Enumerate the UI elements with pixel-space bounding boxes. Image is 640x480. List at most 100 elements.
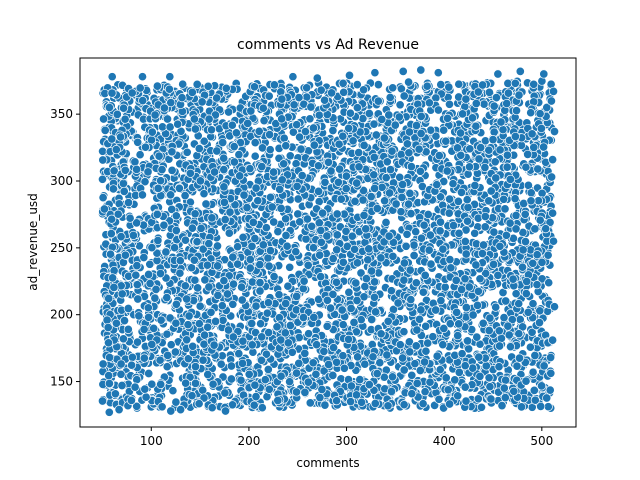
- data-point: [355, 375, 365, 385]
- data-point: [358, 195, 368, 205]
- data-point: [157, 402, 167, 412]
- data-point: [477, 248, 487, 259]
- data-point: [419, 220, 429, 230]
- data-point: [220, 215, 230, 225]
- data-point: [316, 272, 326, 282]
- data-point: [401, 241, 411, 251]
- data-point: [529, 142, 539, 152]
- data-point: [499, 383, 509, 393]
- data-point: [195, 301, 205, 311]
- data-point: [190, 124, 200, 134]
- data-point: [399, 91, 409, 101]
- data-point: [494, 362, 504, 372]
- data-point: [407, 370, 417, 380]
- data-point: [216, 359, 226, 369]
- data-point: [445, 194, 455, 204]
- data-point: [281, 141, 291, 151]
- data-point: [139, 353, 149, 363]
- data-point: [334, 139, 344, 149]
- data-point: [380, 196, 390, 206]
- data-point: [372, 203, 382, 214]
- data-point: [434, 151, 444, 161]
- data-point: [484, 196, 494, 206]
- data-point: [287, 347, 297, 357]
- data-point: [97, 396, 108, 406]
- data-point: [317, 384, 327, 395]
- data-point: [103, 338, 114, 348]
- data-point: [132, 164, 142, 174]
- data-point: [435, 365, 445, 375]
- data-point: [226, 361, 236, 371]
- data-point: [463, 336, 473, 346]
- data-point: [383, 316, 393, 326]
- data-point: [441, 373, 451, 383]
- data-point: [289, 100, 299, 110]
- data-point: [159, 103, 169, 113]
- data-point: [460, 236, 470, 247]
- data-point: [251, 183, 261, 193]
- data-point: [464, 162, 475, 172]
- data-point: [448, 179, 458, 189]
- data-point: [307, 221, 317, 231]
- data-point: [219, 165, 229, 175]
- data-point: [329, 343, 339, 353]
- data-point: [345, 108, 355, 118]
- data-point: [367, 266, 377, 276]
- data-point: [421, 346, 431, 356]
- data-point: [521, 289, 531, 299]
- data-point: [264, 384, 274, 394]
- data-point: [220, 388, 230, 398]
- data-point: [134, 311, 144, 321]
- data-point: [453, 196, 463, 206]
- data-point: [323, 157, 334, 167]
- data-point: [495, 241, 505, 251]
- data-point: [448, 220, 459, 231]
- data-point: [463, 169, 473, 179]
- data-point: [123, 324, 133, 334]
- data-point: [255, 278, 265, 288]
- data-point: [133, 294, 143, 304]
- data-point: [167, 165, 177, 175]
- data-point: [302, 83, 312, 93]
- data-point: [471, 260, 481, 270]
- data-point: [285, 262, 295, 272]
- data-point: [123, 198, 134, 208]
- data-point: [305, 114, 315, 124]
- data-point: [202, 260, 212, 270]
- data-point: [120, 250, 130, 260]
- data-point: [218, 137, 228, 148]
- data-point: [273, 227, 283, 237]
- data-point: [398, 179, 408, 190]
- data-point: [269, 217, 279, 227]
- data-point: [222, 289, 233, 299]
- data-point: [505, 218, 515, 228]
- data-point: [415, 365, 425, 376]
- data-point: [126, 395, 136, 405]
- data-point: [457, 349, 467, 359]
- data-point: [234, 349, 244, 359]
- data-point: [282, 241, 292, 251]
- data-point: [484, 87, 494, 97]
- data-point: [520, 237, 531, 247]
- data-point: [203, 369, 213, 380]
- data-point: [395, 340, 405, 350]
- data-point: [213, 290, 223, 300]
- data-point: [316, 85, 326, 95]
- data-point: [212, 241, 223, 251]
- data-point: [383, 401, 393, 411]
- data-point: [352, 258, 362, 268]
- data-point: [251, 392, 261, 402]
- data-point: [480, 222, 490, 232]
- data-point: [405, 265, 415, 275]
- data-point: [98, 193, 108, 203]
- data-point: [439, 323, 449, 334]
- data-point: [187, 223, 197, 233]
- data-point: [501, 375, 511, 385]
- data-point: [452, 143, 463, 153]
- data-point: [293, 194, 303, 204]
- data-point: [98, 146, 108, 156]
- data-point: [489, 127, 499, 137]
- data-point: [542, 393, 552, 403]
- data-point: [311, 369, 321, 379]
- data-point: [131, 270, 141, 280]
